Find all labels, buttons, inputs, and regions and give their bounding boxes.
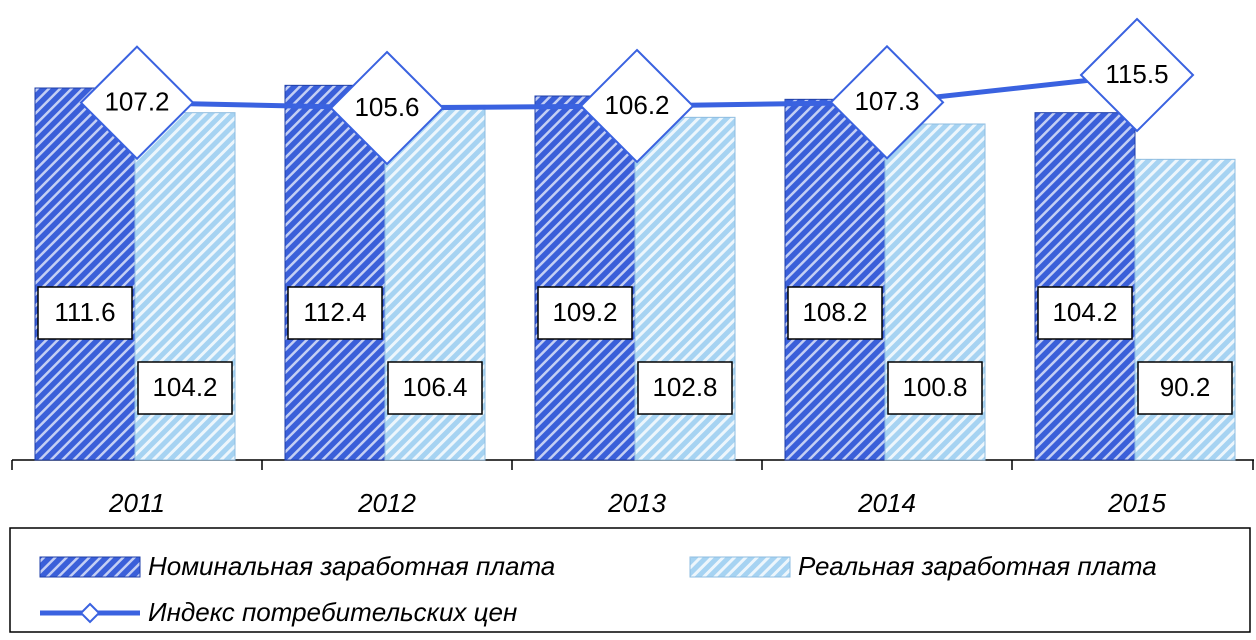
value-label-box: [787, 286, 883, 340]
x-tick-label: 2011: [108, 488, 165, 518]
value-label: 105.6: [354, 92, 419, 122]
value-label: 107.2: [104, 87, 169, 117]
marker: [79, 45, 195, 161]
value-label: 104.2: [152, 372, 217, 402]
x-tick-label: 2015: [1107, 488, 1166, 518]
value-label: 102.8: [652, 372, 717, 402]
value-label: 111.6: [54, 297, 115, 327]
bar: [284, 84, 386, 461]
value-label-box: [637, 361, 733, 415]
legend-marker: [79, 602, 101, 624]
value-label-box: [887, 361, 983, 415]
value-label: 112.4: [303, 297, 366, 327]
marker: [829, 44, 945, 160]
x-tick-label: 2012: [357, 488, 416, 518]
legend-label: Индекс потребительских цен: [148, 597, 517, 627]
value-label-box: [137, 361, 233, 415]
value-label-box: [1037, 286, 1133, 340]
bar: [784, 98, 886, 461]
value-label-box: [1137, 361, 1233, 415]
marker: [579, 48, 695, 164]
legend-label: Номинальная заработная плата: [148, 551, 555, 581]
legend-label: Реальная заработная плата: [798, 551, 1157, 581]
value-label-box: [287, 286, 383, 340]
value-label: 115.5: [1105, 59, 1168, 89]
marker: [329, 50, 445, 166]
legend-swatch: [689, 556, 791, 578]
bar: [534, 95, 636, 461]
bar: [34, 87, 136, 461]
x-tick-label: 2013: [607, 488, 666, 518]
value-label: 90.2: [1160, 372, 1211, 402]
value-label: 109.2: [552, 297, 617, 327]
value-label-box: [387, 361, 483, 415]
bar: [1134, 158, 1236, 461]
value-label: 104.2: [1052, 297, 1117, 327]
value-label: 100.8: [902, 372, 967, 402]
value-label-box: [537, 286, 633, 340]
value-label: 106.2: [604, 90, 669, 120]
value-label: 106.4: [402, 372, 467, 402]
value-label: 107.3: [854, 86, 919, 116]
value-label: 108.2: [802, 297, 867, 327]
legend-box: [9, 527, 1251, 633]
legend-swatch: [39, 556, 141, 578]
marker: [1079, 17, 1195, 133]
value-label-box: [37, 286, 133, 340]
x-tick-label: 2014: [857, 488, 916, 518]
